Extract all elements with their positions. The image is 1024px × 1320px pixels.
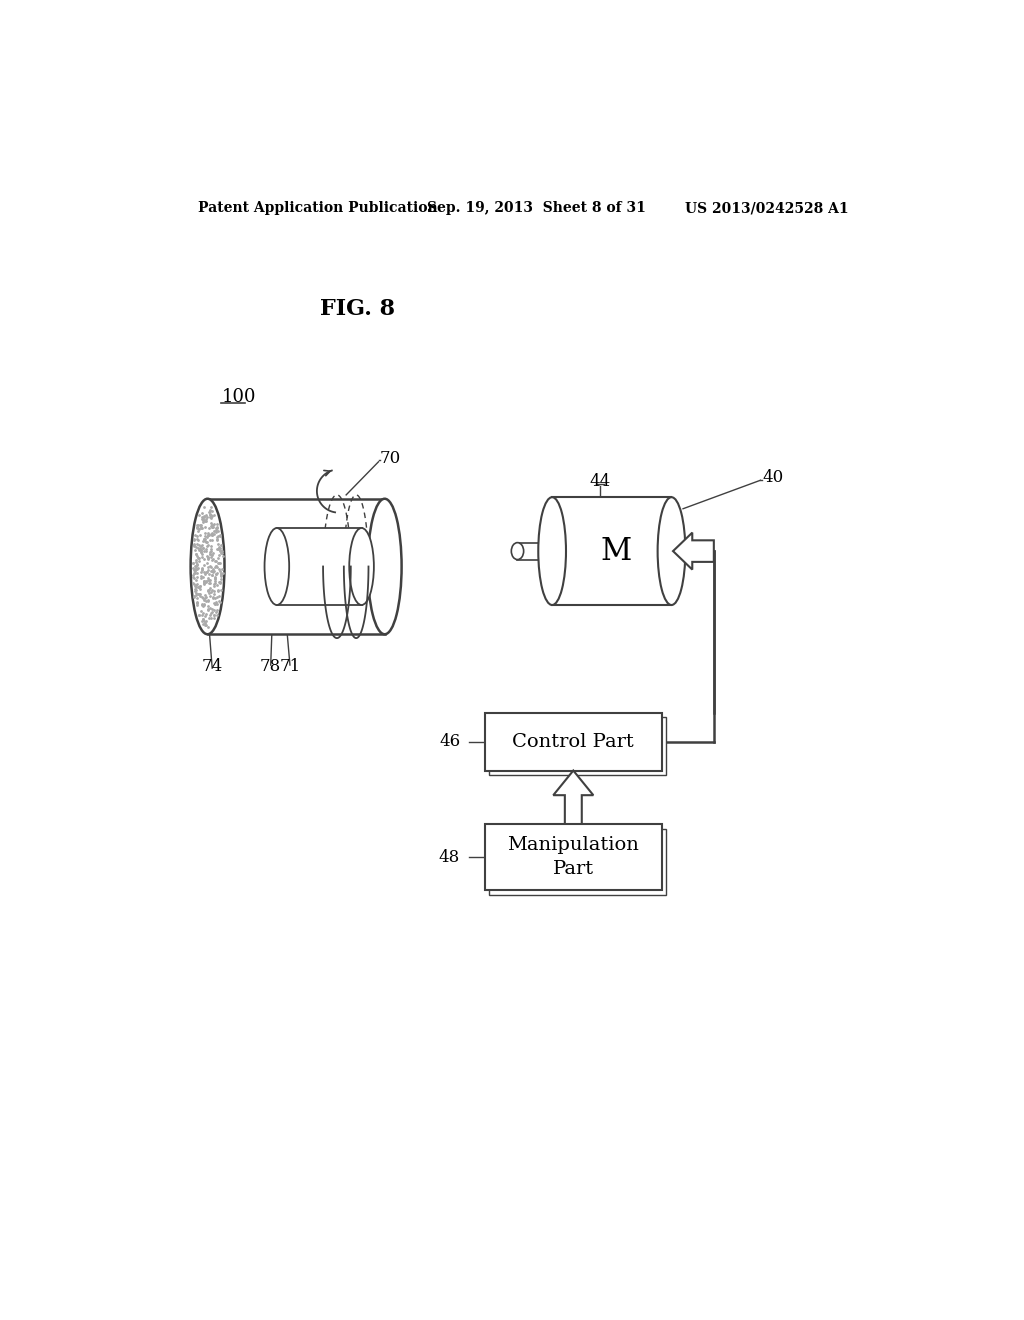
- Text: FIG. 8: FIG. 8: [321, 297, 395, 319]
- Polygon shape: [276, 528, 361, 605]
- Text: Control Part: Control Part: [512, 733, 634, 751]
- Bar: [484, 713, 662, 771]
- Text: Patent Application Publication: Patent Application Publication: [199, 202, 438, 215]
- Text: 78: 78: [260, 659, 282, 675]
- Polygon shape: [208, 499, 385, 635]
- Ellipse shape: [368, 499, 401, 635]
- Text: 40: 40: [762, 470, 783, 487]
- Ellipse shape: [539, 498, 566, 605]
- Text: 48: 48: [439, 849, 460, 866]
- Text: 70: 70: [380, 450, 401, 467]
- Text: 46: 46: [439, 733, 460, 750]
- Polygon shape: [673, 533, 714, 570]
- Ellipse shape: [349, 528, 374, 605]
- Bar: [489, 829, 667, 895]
- Text: Sep. 19, 2013  Sheet 8 of 31: Sep. 19, 2013 Sheet 8 of 31: [427, 202, 646, 215]
- Text: 44: 44: [590, 474, 611, 490]
- Polygon shape: [553, 771, 593, 825]
- Ellipse shape: [657, 498, 685, 605]
- Text: US 2013/0242528 A1: US 2013/0242528 A1: [685, 202, 849, 215]
- Text: Manipulation
Part: Manipulation Part: [507, 837, 639, 878]
- Ellipse shape: [264, 528, 289, 605]
- Ellipse shape: [511, 543, 523, 560]
- Bar: [489, 718, 667, 775]
- Bar: [484, 825, 662, 890]
- Text: 74: 74: [202, 659, 223, 675]
- Text: M: M: [600, 536, 631, 566]
- Text: 71: 71: [280, 659, 301, 675]
- Text: 100: 100: [221, 388, 256, 407]
- Polygon shape: [552, 498, 672, 605]
- Ellipse shape: [190, 499, 224, 635]
